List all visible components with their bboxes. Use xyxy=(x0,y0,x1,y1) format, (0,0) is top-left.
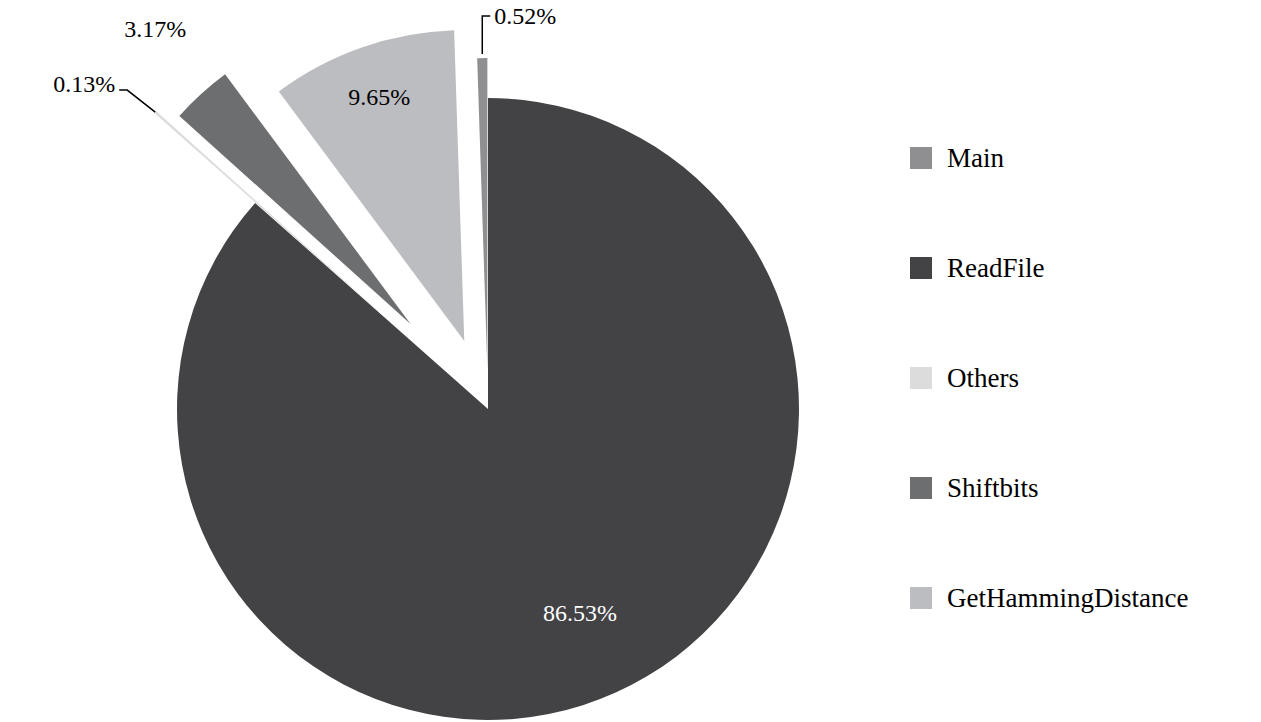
legend-item: Shiftbits xyxy=(910,473,1039,503)
slices xyxy=(154,30,799,720)
legend-item: GetHammingDistance xyxy=(910,583,1188,613)
pie-slice xyxy=(279,30,464,341)
legend-swatch xyxy=(910,477,932,499)
data-label: 0.52% xyxy=(494,3,556,29)
legend-label: Others xyxy=(947,363,1019,393)
data-label: 86.53% xyxy=(543,600,617,626)
legend-item: Others xyxy=(910,363,1019,393)
legend-label: Shiftbits xyxy=(947,473,1039,503)
data-labels: 0.52% 86.53% 0.13% 3.17% 9.65% xyxy=(53,3,617,626)
leader-line xyxy=(482,16,490,54)
legend-item: ReadFile xyxy=(910,253,1044,283)
legend-item: Main xyxy=(910,143,1004,173)
legend: Main ReadFile Others Shiftbits GetHammingDis… xyxy=(910,143,1188,613)
data-label: 9.65% xyxy=(348,84,410,110)
leader-line xyxy=(119,90,155,112)
chart: 0.52% 86.53% 0.13% 3.17% 9.65% Main ReadFile Ot… xyxy=(0,0,1261,722)
pie-slice xyxy=(477,58,487,369)
legend-label: ReadFile xyxy=(947,253,1044,283)
legend-swatch xyxy=(910,367,932,389)
legend-label: Main xyxy=(947,143,1004,173)
legend-swatch xyxy=(910,257,932,279)
data-label: 0.13% xyxy=(53,71,115,97)
legend-label: GetHammingDistance xyxy=(947,583,1188,613)
legend-swatch xyxy=(910,587,932,609)
legend-swatch xyxy=(910,147,932,169)
data-label: 3.17% xyxy=(124,16,186,42)
